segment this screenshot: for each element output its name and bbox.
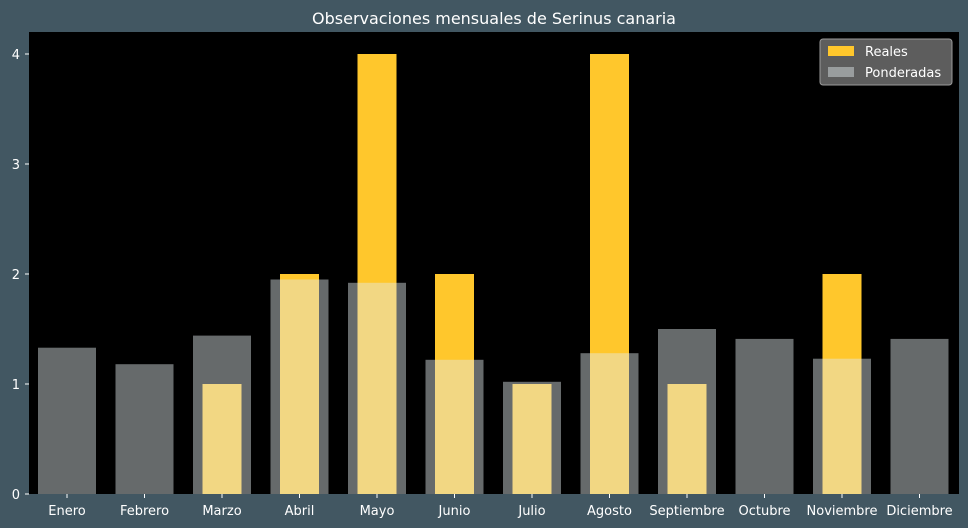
bar-ponderadas bbox=[503, 381, 561, 494]
legend-label-reales: Reales bbox=[865, 45, 908, 60]
x-tick-label: Marzo bbox=[202, 504, 241, 519]
bar-ponderadas bbox=[580, 353, 639, 494]
x-tick-label: Noviembre bbox=[807, 504, 878, 519]
bar-ponderadas bbox=[735, 338, 794, 494]
bar-reales bbox=[357, 54, 397, 494]
bar-ponderadas bbox=[348, 282, 406, 494]
bar-ponderadas bbox=[270, 279, 329, 494]
plot-area bbox=[29, 32, 959, 494]
legend-label-ponderadas: Ponderadas bbox=[865, 66, 941, 81]
x-tick-label: Octubre bbox=[738, 504, 790, 519]
bar-ponderadas bbox=[658, 329, 716, 494]
bar-reales bbox=[202, 384, 242, 494]
bar-ponderadas bbox=[193, 335, 251, 494]
chart-title: Observaciones mensuales de Serinus canar… bbox=[312, 9, 676, 28]
series-ponderadas bbox=[38, 279, 949, 494]
bar-reales bbox=[435, 274, 474, 494]
x-tick-label: Septiembre bbox=[649, 504, 724, 519]
x-tick-label: Abril bbox=[285, 504, 315, 519]
bar-reales bbox=[512, 384, 552, 494]
y-tick-label: 3 bbox=[12, 158, 20, 173]
bar-ponderadas bbox=[813, 358, 871, 494]
bar-reales bbox=[280, 274, 319, 494]
y-tick-label: 2 bbox=[12, 268, 20, 283]
y-tick-label: 0 bbox=[12, 488, 20, 503]
bar-ponderadas bbox=[425, 359, 484, 494]
x-tick-label: Diciembre bbox=[886, 504, 952, 519]
y-tick-label: 4 bbox=[12, 48, 20, 63]
y-tick-label: 1 bbox=[12, 378, 20, 393]
x-tick-label: Julio bbox=[517, 504, 545, 519]
bar-reales bbox=[822, 274, 862, 494]
bar-reales bbox=[667, 384, 707, 494]
series-reales bbox=[202, 54, 862, 494]
x-tick-label: Agosto bbox=[587, 504, 632, 519]
bar-ponderadas bbox=[115, 364, 174, 494]
x-tick-label: Enero bbox=[48, 504, 86, 519]
bar-ponderadas bbox=[38, 347, 96, 494]
bar-reales bbox=[590, 54, 629, 494]
legend: Reales Ponderadas bbox=[819, 38, 953, 86]
x-tick-label: Mayo bbox=[360, 504, 395, 519]
x-tick-label: Junio bbox=[438, 504, 471, 519]
axes: 0 1 2 3 4 Enero Febrero Marzo Abril Mayo Junio Juli… bbox=[12, 48, 953, 519]
legend-swatch-reales bbox=[828, 46, 854, 56]
legend-swatch-ponderadas bbox=[828, 67, 854, 77]
bar-ponderadas bbox=[890, 338, 949, 494]
x-tick-label: Febrero bbox=[120, 504, 169, 519]
